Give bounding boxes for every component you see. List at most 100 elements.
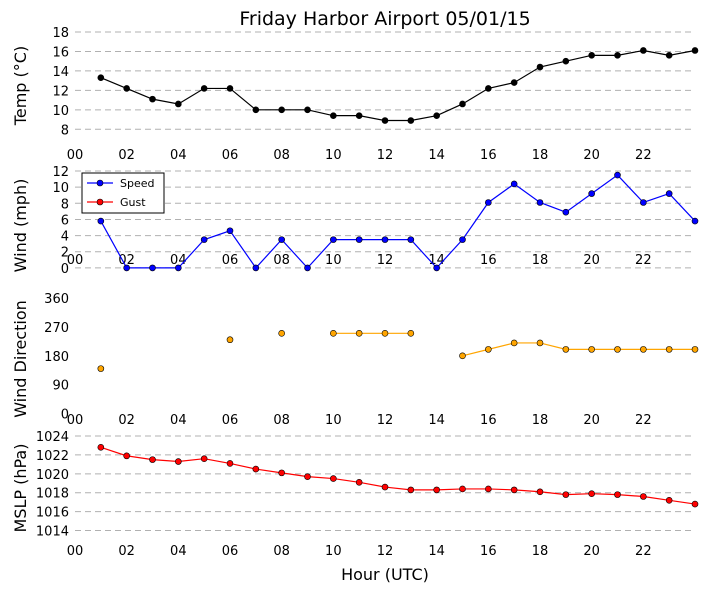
mslp-xtick-label: 00 (67, 544, 84, 559)
temp-series-0-point (665, 52, 673, 59)
temp-series-0-point (640, 47, 647, 54)
wdir-xtick-label: 06 (222, 413, 239, 428)
wdir-series-0-point (355, 330, 363, 337)
wind-series-0-point (252, 264, 260, 272)
wind-series-0-point (614, 171, 621, 179)
temp-series-0-point (407, 117, 415, 124)
wind-series-0-point (226, 227, 234, 235)
temp-series-0-point (485, 85, 492, 92)
mslp-xtick-label: 06 (222, 544, 239, 559)
wind-xtick-label: 00 (67, 253, 84, 268)
wdir-series-0-point (97, 365, 105, 372)
wdir-ytick-label: 360 (44, 292, 69, 307)
wind-ytick-label: 0 (61, 262, 69, 277)
mslp-series-0-point (381, 483, 389, 491)
wind-legend-marker (96, 179, 104, 187)
wdir-xtick-label: 00 (67, 413, 84, 428)
temp-ytick-label: 12 (52, 84, 69, 99)
wdir-series-0-point (691, 346, 699, 353)
wdir-xtick-label: 16 (480, 413, 497, 428)
wdir-series-0-point (459, 352, 466, 360)
wdir-series-0-line (462, 342, 695, 357)
mslp-series-0-point (252, 465, 260, 473)
wind-legend-box (81, 172, 165, 214)
temp-xtick-label: 14 (428, 148, 445, 163)
wdir-xtick-label: 04 (170, 413, 187, 428)
wind-legend-label: Gust (120, 196, 146, 209)
wdir-series-0-point (588, 346, 595, 353)
mslp-series-0-point (330, 475, 337, 482)
wdir-series-0-point (278, 330, 285, 337)
temp-series-0-point (330, 112, 337, 119)
wind-series-0-point (149, 264, 156, 272)
temp-series-0-point (278, 106, 285, 114)
mslp-xtick-label: 02 (118, 544, 135, 559)
wdir-xtick-label: 08 (273, 413, 290, 428)
mslp-y-axis-label: MSLP (hPa) (11, 444, 30, 533)
wdir-xtick-label: 22 (635, 413, 652, 428)
mslp-series-0-point (149, 456, 156, 463)
mslp-series-0-point (407, 486, 415, 494)
temp-xtick-label: 10 (325, 148, 342, 163)
temp-series-0-point (588, 52, 595, 59)
wind-series-0-point (200, 236, 208, 243)
temp-series-0-point (459, 100, 466, 108)
wdir-series-0-point (562, 346, 570, 353)
temp-ytick-label: 14 (52, 65, 69, 80)
wdir-ytick-label: 270 (44, 321, 69, 336)
mslp-xtick-label: 16 (480, 544, 497, 559)
wdir-series-0-point (640, 346, 647, 353)
temp-ytick-label: 16 (52, 45, 69, 60)
temp-series-0-point (536, 63, 544, 71)
wdir-xtick-label: 10 (325, 413, 342, 428)
wind-legend-label: Speed (120, 177, 154, 190)
mslp-series-0-point (459, 485, 466, 493)
temp-series-0-point (252, 106, 260, 114)
wind-ytick-label: 6 (61, 213, 69, 228)
wdir-series-0-point (614, 346, 621, 353)
temp-series-0-point (200, 85, 208, 92)
mslp-series-0-point (536, 488, 544, 496)
wind-series-0-point (407, 236, 415, 243)
temp-series-0-point (691, 47, 699, 54)
wdir-y-axis-label: Wind Direction (11, 300, 30, 418)
mslp-xtick-label: 04 (170, 544, 187, 559)
wind-series-0-point (510, 180, 518, 188)
wind-ytick-label: 2 (61, 246, 69, 261)
wdir-ytick-label: 180 (44, 350, 69, 365)
wdir-xtick-label: 02 (118, 413, 135, 428)
mslp-series-0-point (588, 490, 595, 497)
mslp-series-0-point (510, 486, 518, 494)
wind-xtick-label: 16 (480, 253, 497, 268)
temp-ytick-label: 10 (52, 104, 69, 119)
mslp-series-0-point (562, 491, 570, 498)
wind-series-0-point (691, 217, 699, 225)
x-axis-label: Hour (UTC) (341, 565, 429, 584)
chart-title: Friday Harbor Airport 05/01/15 (239, 8, 530, 30)
temp-series-0-point (433, 112, 440, 119)
temp-series-0-point (97, 74, 105, 82)
temp-series-0-point (226, 85, 234, 92)
wdir-xtick-label: 14 (428, 413, 445, 428)
temp-ytick-label: 8 (61, 123, 69, 138)
mslp-series-0-point (278, 469, 285, 477)
mslp-ytick-label: 1024 (36, 430, 69, 445)
wdir-xtick-label: 20 (583, 413, 600, 428)
wind-xtick-label: 12 (377, 253, 394, 268)
wdir-series-0-point (510, 339, 518, 347)
temp-y-axis-label: Temp (°C) (11, 46, 30, 126)
wind-xtick-label: 06 (222, 253, 239, 268)
temp-series-0-point (304, 106, 311, 114)
wind-series-0-point (123, 264, 130, 272)
temp-series-0-point (614, 52, 621, 59)
wind-series-0-point (97, 217, 105, 225)
wind-series-0-point (640, 199, 647, 206)
wind-xtick-label: 20 (583, 253, 600, 268)
wind-series-0-line (100, 174, 696, 269)
wdir-series-0-point (330, 330, 337, 337)
temp-xtick-label: 20 (583, 148, 600, 163)
wind-ytick-label: 10 (52, 181, 69, 196)
wind-ytick-label: 8 (61, 197, 69, 212)
